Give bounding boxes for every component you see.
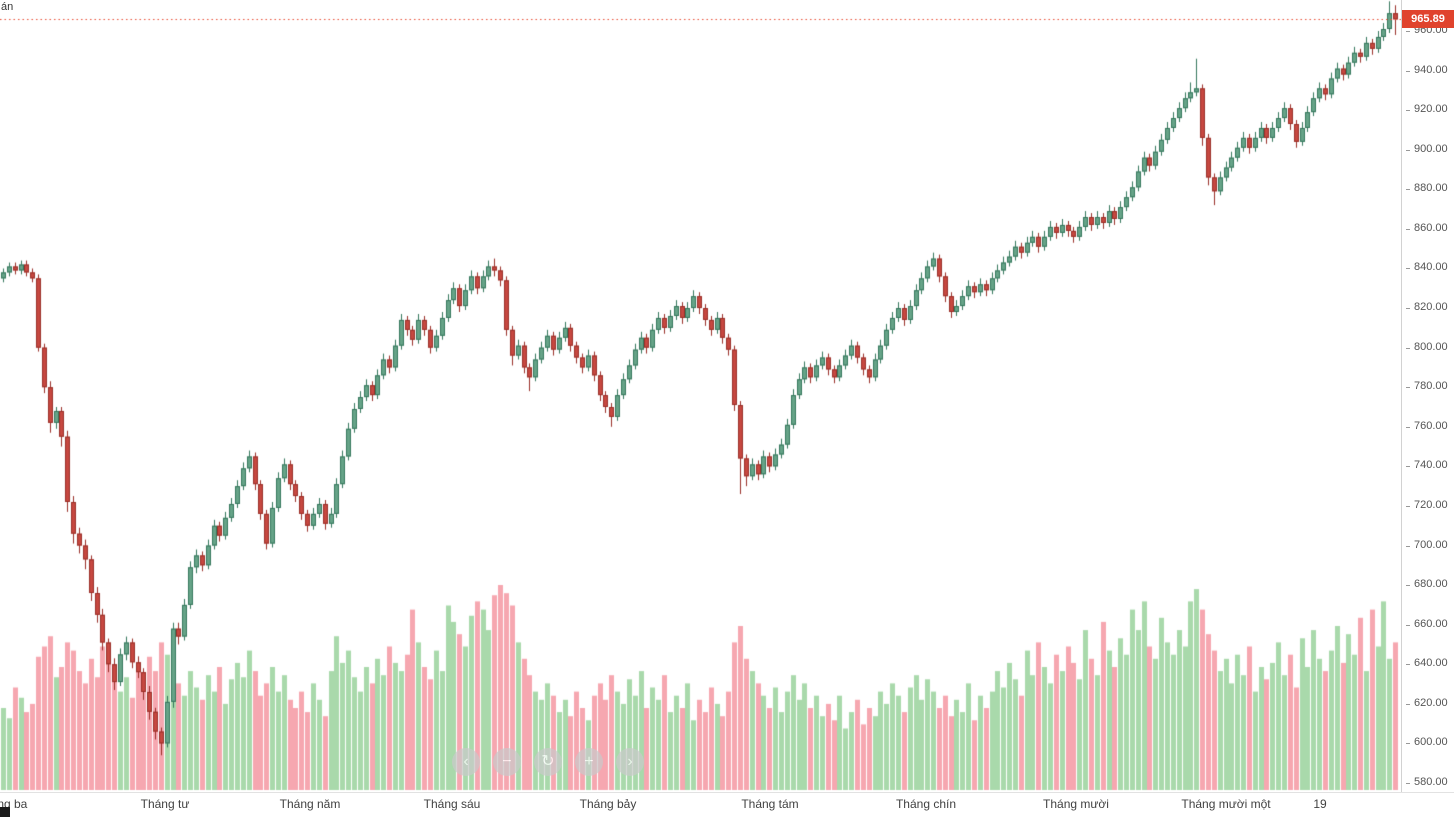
price-tick-label: 780.00 [1406,380,1448,392]
zoom-out-button[interactable]: − [493,748,521,776]
price-tick-label: 620.00 [1406,697,1448,709]
time-axis-label: Tháng tư [140,797,190,811]
price-tick-label: 600.00 [1406,736,1448,748]
price-tick-label: 720.00 [1406,499,1448,511]
reset-view-button[interactable]: ↻ [534,748,562,776]
price-tick-label: 700.00 [1406,539,1448,551]
price-tick-label: 580.00 [1406,776,1448,788]
zoom-in-button[interactable]: + [575,748,603,776]
price-tick-label: 920.00 [1406,103,1448,115]
price-tick-label: 860.00 [1406,222,1448,234]
time-axis-label: Tháng mười một [1181,797,1271,811]
price-tick-label: 900.00 [1406,143,1448,155]
price-tick-label: 680.00 [1406,578,1448,590]
axis-corner-mark [0,807,10,817]
price-tick-label: 880.00 [1406,182,1448,194]
time-axis-label: Tháng chín [895,797,957,811]
time-axis-label: Tháng năm [279,797,341,811]
price-tick-label: 740.00 [1406,459,1448,471]
time-axis-label: 19 [1313,797,1327,811]
price-tick-label: 760.00 [1406,420,1448,432]
price-chart-canvas[interactable] [0,0,1402,793]
price-tick-label: 940.00 [1406,64,1448,76]
time-axis-label: Tháng sáu [423,797,481,811]
price-axis[interactable]: 960.00 940.00 920.00 900.00 880.00 860.00 840.… [1401,0,1454,793]
time-axis-label: Tháng mười [1043,797,1109,811]
time-axis-label: Tháng bảy [579,797,637,811]
price-tick-label: 840.00 [1406,261,1448,273]
scroll-right-button[interactable]: › [616,748,644,776]
price-tick-label: 800.00 [1406,341,1448,353]
last-price-label: 965.89 [1402,10,1454,29]
price-tick-label: 660.00 [1406,618,1448,630]
scroll-left-button[interactable]: ‹ [452,748,480,776]
price-tick-label: 640.00 [1406,657,1448,669]
price-tick-label: 820.00 [1406,301,1448,313]
symbol-label: án [1,1,14,13]
time-axis-label: Tháng tám [741,797,799,811]
